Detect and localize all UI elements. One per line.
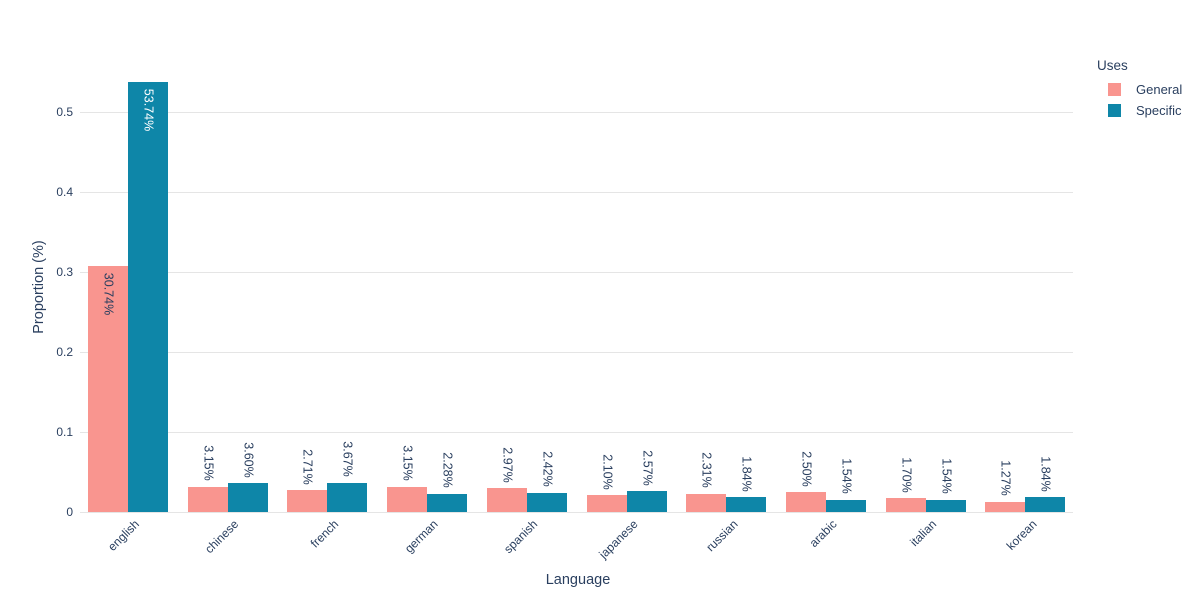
y-tick-label: 0.1 <box>56 425 73 439</box>
x-tick-text: russian <box>702 517 741 555</box>
bar-specific-spanish <box>526 492 567 512</box>
bar-specific-french <box>327 482 368 512</box>
bar-general-chinese <box>187 486 228 512</box>
bar-specific-german <box>427 493 468 512</box>
bar-general-german <box>387 486 428 512</box>
gridline <box>80 272 1073 273</box>
bar-general-english <box>88 266 128 512</box>
bar-specific-russian <box>726 497 767 512</box>
bar-general-korean <box>985 501 1026 512</box>
bar-value-label: 3.67% <box>340 441 355 477</box>
legend-swatch-specific <box>1108 104 1121 117</box>
bar-general-arabic <box>785 492 826 512</box>
y-tick-label: 0.3 <box>56 265 73 279</box>
bar-value-label: 1.70% <box>899 457 914 493</box>
bar-general-spanish <box>486 488 527 512</box>
legend-item-label: General <box>1136 82 1183 97</box>
gridline <box>80 352 1073 353</box>
gridline <box>80 432 1073 433</box>
bar-value-label: 3.15% <box>400 445 415 482</box>
x-axis-title: Language <box>545 572 611 588</box>
legend-title: Uses <box>1097 58 1128 73</box>
legend-items: General Specific <box>1097 79 1182 121</box>
bar-value-label: 1.27% <box>998 460 1013 497</box>
x-tick-text: french <box>307 517 342 551</box>
x-tick-text: chinese <box>202 517 242 557</box>
bar-general-russian <box>686 493 727 512</box>
x-tick-text: italian <box>907 517 940 550</box>
x-tick-text: spanish <box>501 517 541 557</box>
y-tick-label: 0.5 <box>56 105 73 119</box>
legend-item-label: Specific <box>1136 103 1182 118</box>
legend-swatch-general <box>1108 83 1121 96</box>
bar-value-label: 2.71% <box>300 449 315 485</box>
bar-value-label: 1.54% <box>839 458 854 494</box>
bar-specific-arabic <box>825 499 866 512</box>
bar-value-label: 2.28% <box>440 452 455 488</box>
bar-value-label: 1.84% <box>739 456 754 492</box>
bar-value-label: 2.57% <box>640 450 654 486</box>
bar-specific-korean <box>1025 497 1066 512</box>
bar-value-label: 2.97% <box>500 447 515 483</box>
bar-value-label: 30.74% <box>101 272 116 316</box>
bar-value-label: 2.42% <box>540 451 555 487</box>
bar-specific-japanese <box>626 491 667 512</box>
bar-value-label: 2.31% <box>699 452 714 488</box>
gridline <box>80 512 1073 513</box>
y-axis-title: Proportion (%) <box>31 240 47 334</box>
x-tick-text: english <box>105 517 142 554</box>
y-tick-label: 0.4 <box>56 185 73 199</box>
bar-general-japanese <box>586 495 627 512</box>
bar-general-italian <box>885 498 926 512</box>
gridline <box>80 112 1073 113</box>
y-tick-label: 0.2 <box>56 345 73 359</box>
bar-value-label: 2.50% <box>799 450 814 487</box>
bar-value-label: 1.84% <box>1038 456 1053 492</box>
legend-item-specific[interactable]: Specific <box>1097 100 1182 121</box>
bar-specific-italian <box>925 499 966 512</box>
x-tick-text: german <box>402 517 441 556</box>
legend: Uses General Specific <box>1097 58 1182 121</box>
y-tick-label: 0 <box>66 505 73 519</box>
x-tick-text: korean <box>1003 517 1040 553</box>
bar-value-label: 1.54% <box>939 458 954 494</box>
bar-specific-english <box>128 82 168 512</box>
bar-general-french <box>287 490 328 512</box>
bar-specific-chinese <box>227 483 268 512</box>
bar-value-label: 53.74% <box>141 88 156 132</box>
bar-value-label: 3.15% <box>201 445 216 482</box>
legend-item-general[interactable]: General <box>1097 79 1182 100</box>
bar-value-label: 3.60% <box>241 441 256 478</box>
bar-value-label: 2.10% <box>600 453 614 490</box>
x-tick-text: japanese <box>596 517 641 562</box>
x-tick-text: arabic <box>806 517 840 551</box>
gridline <box>80 192 1073 193</box>
